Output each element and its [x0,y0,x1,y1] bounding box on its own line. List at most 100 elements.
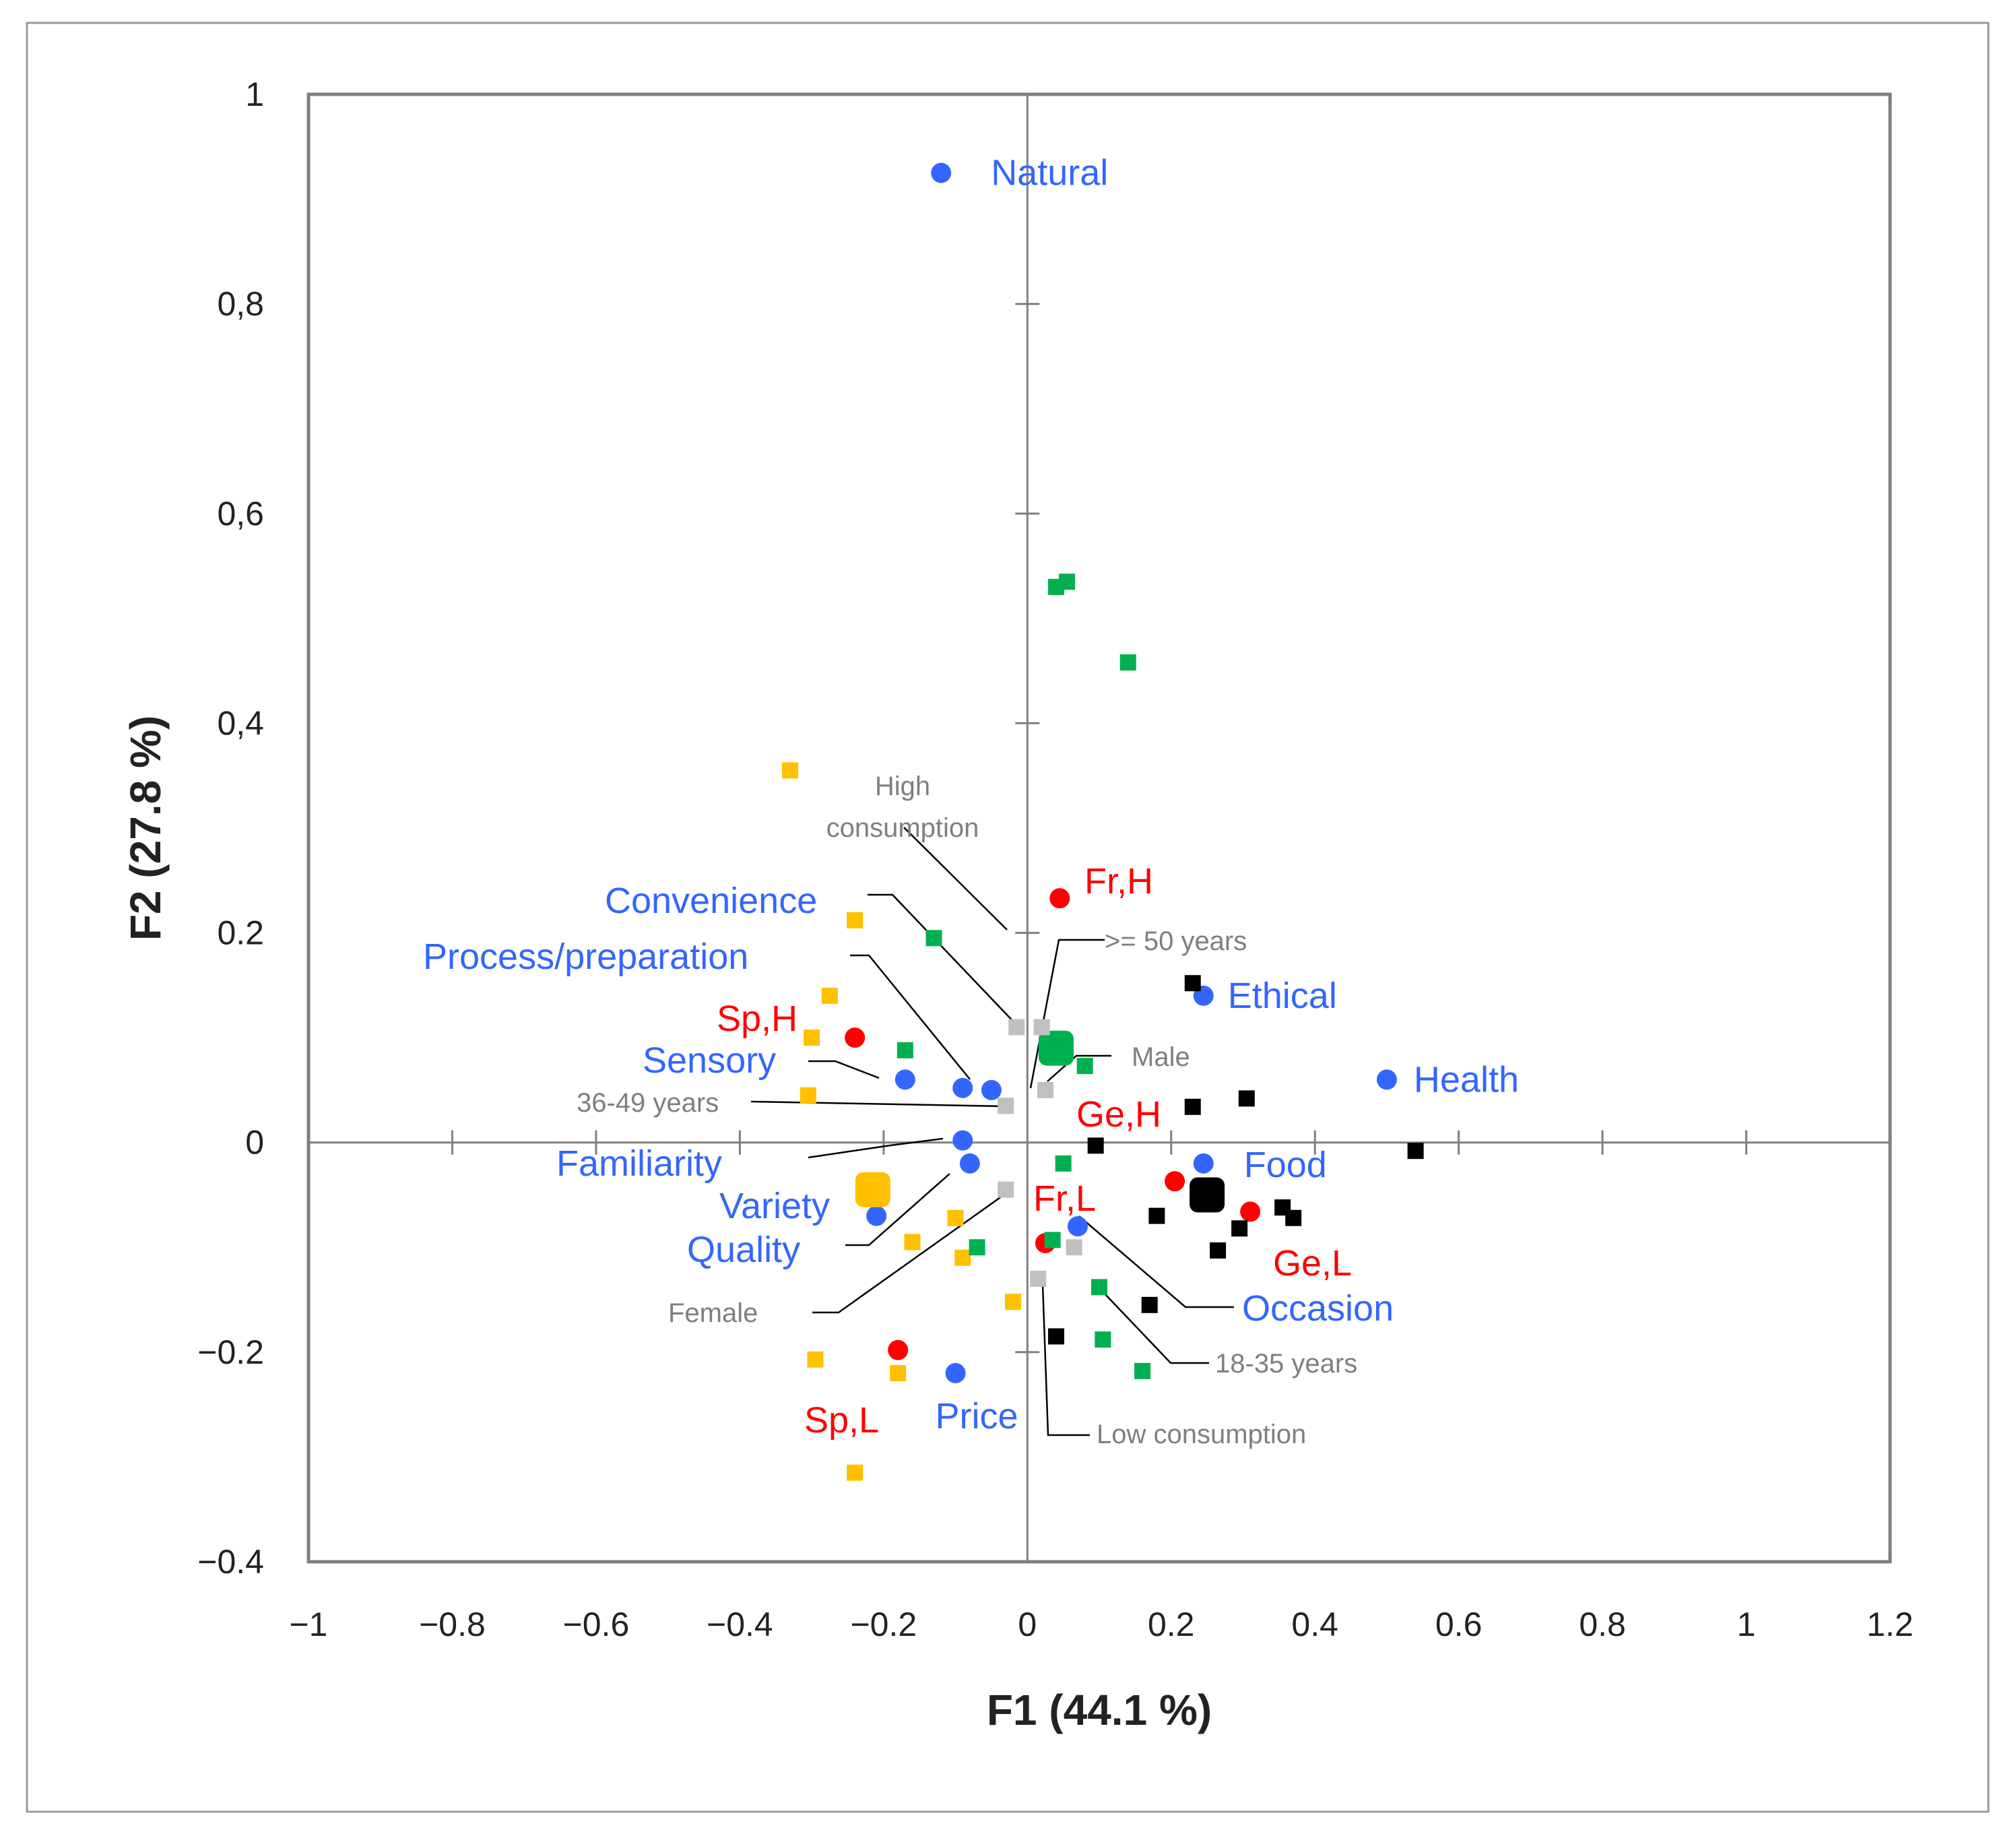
data-point [1037,1081,1053,1098]
data-point [897,1042,913,1058]
y-tick-label: 0.2 [217,914,264,952]
data-point [969,1239,985,1256]
centroid-point [1190,1177,1225,1213]
data-point [1231,1220,1248,1237]
motive-label: Quality [687,1230,800,1270]
data-point [807,1351,824,1368]
data-point [1376,1069,1397,1090]
annotation-label: 18-35 years [1215,1349,1357,1378]
data-point [1030,1270,1047,1287]
x-tick-label: 1 [1737,1606,1756,1643]
series-country-x-consumption-level [845,888,1261,1360]
leader-line [1047,1054,1111,1082]
leader-line [808,1137,944,1159]
data-point [1044,1232,1061,1248]
leader-line [1103,1292,1209,1364]
x-tick-label: 0.4 [1291,1606,1338,1643]
annotation-label: 36-49 years [577,1088,719,1118]
motive-label: Sensory [643,1040,776,1081]
data-point [1210,1242,1227,1259]
leader-line [903,827,1008,930]
motive-label: Variety [719,1186,830,1226]
x-tick-label: 1.2 [1866,1606,1914,1643]
annotation-label: Male [1132,1042,1190,1072]
data-point [804,1029,820,1046]
data-point [1240,1201,1261,1222]
data-point [1087,1137,1104,1154]
leader-line [1078,1215,1234,1308]
x-tick-label: 0.6 [1435,1606,1483,1643]
leader-line [1041,1284,1090,1436]
country-label: Sp,H [717,999,798,1039]
y-tick-label: 0,8 [217,285,264,323]
data-point [847,912,864,928]
annotation-label: Low consumption [1097,1420,1306,1449]
motive-label: Convenience [605,881,817,921]
data-point [888,1339,909,1360]
y-tick-label: −0.2 [197,1333,264,1371]
data-point [890,1364,907,1381]
data-point [847,1464,864,1481]
motive-label: Process/preparation [423,937,748,977]
data-point [1184,975,1201,992]
data-point [1165,1171,1185,1192]
motive-label: Natural [991,153,1108,193]
data-point [1058,573,1075,590]
series-supplementary-variables [998,1019,1082,1287]
outer-frame [26,22,1990,1813]
motive-label: Ethical [1228,976,1337,1016]
x-tick-label: −1 [289,1606,327,1643]
data-point [1119,654,1136,671]
x-tick-label: −0.6 [563,1606,630,1643]
data-point [1091,1279,1107,1296]
data-point [1033,1019,1050,1036]
country-label: Fr,H [1084,861,1153,901]
leader-lines [750,827,1234,1436]
data-point [895,1069,915,1090]
data-point [1141,1296,1158,1313]
data-point [952,1130,973,1151]
country-label: Fr,L [1033,1178,1096,1219]
data-point [1095,1331,1111,1348]
motive-label: Food [1244,1145,1327,1185]
data-point [954,1249,971,1266]
data-point [959,1153,980,1174]
centroid-point [1038,1030,1074,1066]
annotation-line: consumption [826,813,979,843]
data-point [925,930,942,947]
x-tick-label: 0.8 [1579,1606,1626,1643]
leader-line [812,1190,1010,1314]
series-france-respondents [897,573,1151,1379]
data-point [1008,1019,1025,1036]
plot-area-frame [306,92,1892,1564]
data-point [1004,1294,1021,1310]
data-point [1238,1090,1255,1107]
leader-line [845,1173,950,1246]
country-label: Ge,H [1076,1094,1161,1135]
y-tick-label: 0,6 [217,495,264,532]
data-point [945,1362,966,1383]
country-label: Sp,L [804,1400,879,1440]
annotation-label: >= 50 years [1105,926,1247,956]
data-point [952,1077,973,1098]
data-point [866,1205,887,1226]
data-point [1148,1207,1165,1224]
data-point [1134,1362,1151,1379]
x-tick-label: −0.8 [419,1606,486,1643]
leader-line [808,1060,880,1079]
point-labels: Natural Ethical Health Food Convenience Proce… [423,153,1519,1449]
data-point [800,1087,816,1104]
x-tick-label: 0.2 [1148,1606,1195,1643]
data-point [782,762,799,779]
data-points [782,162,1424,1481]
y-tick-label: 1 [245,75,264,113]
centroid-point [855,1172,890,1207]
data-point [1076,1058,1093,1075]
data-point [1049,888,1070,909]
x-axis-label: F1 (44.1 %) [987,1686,1212,1734]
data-point [1193,1153,1214,1174]
leader-line [850,954,971,1080]
x-tick-label: −0.2 [850,1606,917,1643]
data-point [1067,1216,1088,1237]
